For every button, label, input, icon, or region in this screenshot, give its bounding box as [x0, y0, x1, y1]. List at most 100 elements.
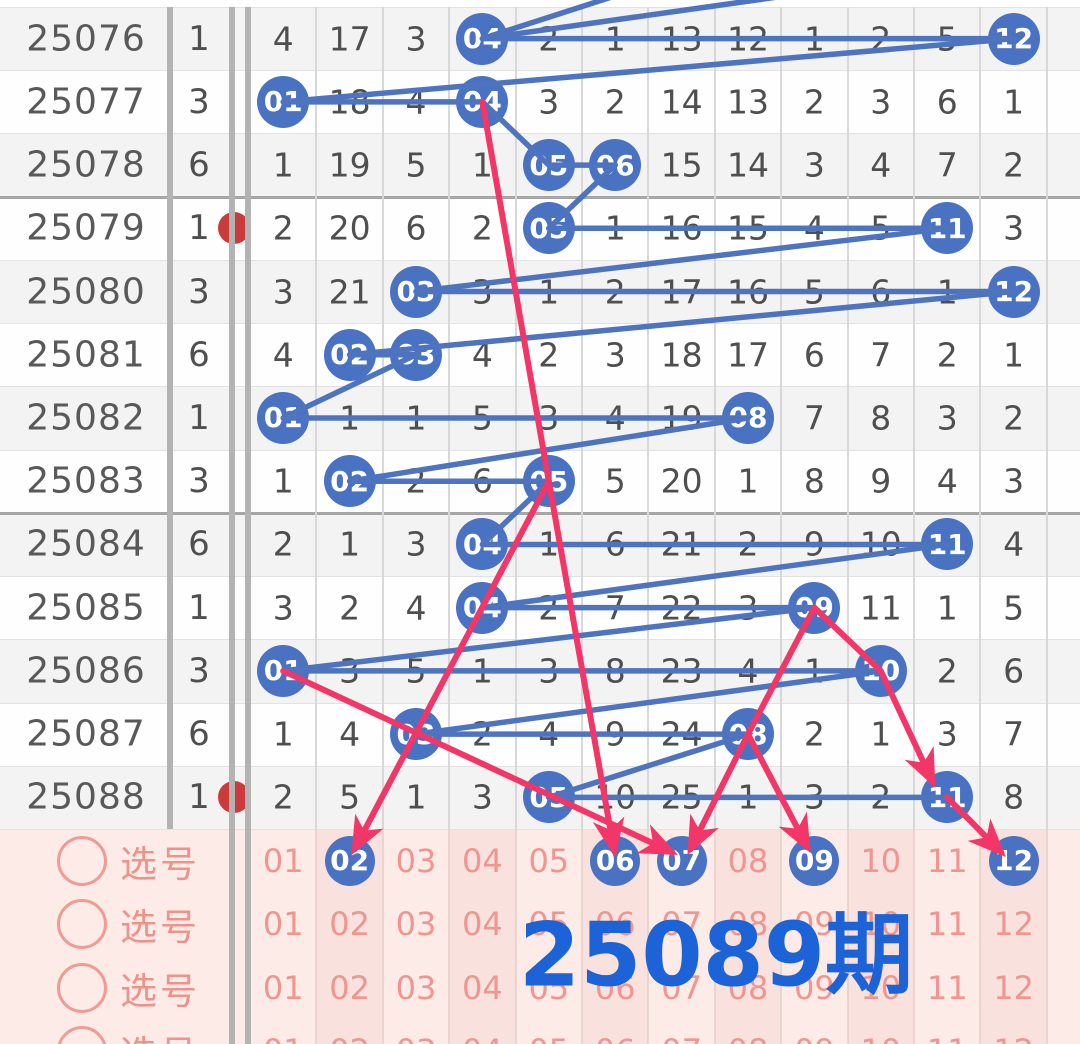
prediction-arrow — [811, 604, 936, 788]
trend-line-segment — [479, 0, 612, 42]
selectable-number[interactable]: 04 — [462, 1032, 503, 1044]
miss-count: 1 — [737, 461, 759, 501]
selectable-number[interactable]: 12 — [993, 905, 1034, 944]
miss-count: 14 — [660, 82, 703, 122]
selectable-number[interactable]: 01 — [262, 841, 304, 880]
selectable-number[interactable]: 02 — [329, 968, 370, 1007]
period-label: 25086 — [26, 650, 146, 692]
miss-count: 3 — [272, 272, 294, 312]
miss-count: 4 — [272, 19, 294, 59]
next-period-title: 25089期 — [518, 903, 914, 1007]
selectable-number[interactable]: 06 — [595, 1032, 636, 1044]
miss-count: 3 — [405, 19, 427, 59]
select-row-radio[interactable] — [57, 899, 107, 950]
trend-line-segment — [479, 99, 552, 168]
miss-count: 3 — [604, 335, 626, 375]
selectable-number[interactable]: 02 — [329, 905, 370, 944]
miss-count: 2 — [803, 714, 825, 754]
period-column-divider — [167, 7, 173, 829]
selectable-number[interactable]: 07 — [661, 1032, 702, 1044]
section-divider-left — [229, 7, 235, 1044]
miss-count: 6 — [803, 335, 825, 375]
row-divider — [0, 259, 1080, 261]
miss-count: 1 — [870, 714, 892, 754]
miss-count: 5 — [405, 145, 427, 185]
selectable-number[interactable]: 07 — [661, 968, 702, 1007]
period-label: 25077 — [26, 81, 146, 123]
selectable-number[interactable]: 04 — [462, 905, 503, 944]
selectable-number[interactable]: 10 — [860, 968, 902, 1007]
selected-number-ball[interactable]: 09 — [789, 835, 840, 886]
selectable-number[interactable]: 10 — [860, 1032, 901, 1044]
selectable-number[interactable]: 03 — [396, 1032, 437, 1044]
selectable-number[interactable]: 11 — [926, 841, 968, 880]
miss-count: 17 — [328, 19, 371, 59]
selectable-number[interactable]: 09 — [794, 968, 835, 1007]
miss-count: 4 — [870, 145, 892, 185]
selectable-number[interactable]: 04 — [462, 968, 503, 1007]
miss-count: 3 — [471, 777, 493, 817]
row-divider — [0, 323, 1080, 325]
selectable-number[interactable]: 08 — [727, 968, 769, 1007]
selectable-number[interactable]: 05 — [528, 905, 570, 944]
stat-value: 3 — [188, 650, 210, 691]
selectable-number[interactable]: 03 — [395, 968, 437, 1007]
miss-count: 8 — [870, 398, 892, 438]
period-label: 25088 — [26, 776, 146, 818]
selectable-number[interactable]: 05 — [528, 1032, 569, 1044]
selectable-number[interactable]: 08 — [727, 905, 769, 944]
selectable-number[interactable]: 05 — [528, 968, 570, 1007]
miss-count: 3 — [405, 524, 427, 564]
miss-count: 2 — [936, 651, 958, 691]
period-label: 25085 — [26, 587, 146, 629]
selectable-number[interactable]: 12 — [993, 1032, 1034, 1044]
selectable-number[interactable]: 04 — [462, 841, 503, 880]
period-label: 25084 — [26, 523, 146, 565]
selected-number-ball[interactable]: 12 — [988, 835, 1039, 886]
selectable-number[interactable]: 11 — [926, 968, 968, 1007]
selectable-number[interactable]: 05 — [528, 841, 570, 880]
trend-line-segment — [479, 541, 950, 611]
selectable-number[interactable]: 11 — [927, 1032, 968, 1044]
selectable-number[interactable]: 12 — [993, 968, 1034, 1007]
selectable-number[interactable]: 09 — [794, 1032, 835, 1044]
column-divider — [780, 7, 783, 829]
selectable-number[interactable]: 06 — [594, 905, 636, 944]
selectable-number[interactable]: 06 — [594, 968, 636, 1007]
miss-count: 17 — [727, 335, 769, 375]
selectable-number[interactable]: 09 — [794, 905, 835, 944]
section-divider-right — [245, 7, 251, 1044]
miss-count: 1 — [471, 145, 493, 185]
prediction-arrow — [745, 604, 818, 854]
selectable-number[interactable]: 08 — [727, 841, 769, 880]
miss-count: 21 — [328, 272, 371, 312]
selectable-number[interactable]: 01 — [262, 905, 304, 944]
selectable-number[interactable]: 02 — [329, 1032, 370, 1044]
selectable-number[interactable]: 01 — [263, 1032, 304, 1044]
row-divider — [0, 765, 1080, 767]
selectable-number[interactable]: 03 — [395, 905, 437, 944]
stat-value: 6 — [188, 145, 210, 186]
stat-value: 1 — [188, 397, 210, 438]
select-row-radio[interactable] — [57, 835, 107, 886]
miss-count: 1 — [1003, 335, 1025, 375]
miss-count: 1 — [405, 777, 427, 817]
select-row-radio[interactable] — [57, 962, 107, 1013]
selectable-number[interactable]: 03 — [395, 841, 437, 880]
miss-count: 1 — [936, 588, 958, 628]
selectable-number[interactable]: 07 — [661, 905, 702, 944]
miss-count: 15 — [660, 145, 703, 185]
trend-line-segment — [280, 35, 1017, 105]
selected-number-ball[interactable]: 02 — [324, 835, 375, 886]
selectable-number[interactable]: 10 — [860, 905, 902, 944]
trend-line-segment — [280, 604, 818, 674]
selectable-number[interactable]: 01 — [262, 968, 304, 1007]
period-label: 25079 — [26, 207, 146, 249]
selectable-number[interactable]: 11 — [926, 905, 968, 944]
selectable-number[interactable]: 08 — [728, 1032, 769, 1044]
miss-count: 6 — [1003, 651, 1025, 691]
selectable-number[interactable]: 10 — [860, 841, 902, 880]
miss-count: 7 — [936, 145, 958, 185]
prediction-arrow — [479, 98, 625, 858]
